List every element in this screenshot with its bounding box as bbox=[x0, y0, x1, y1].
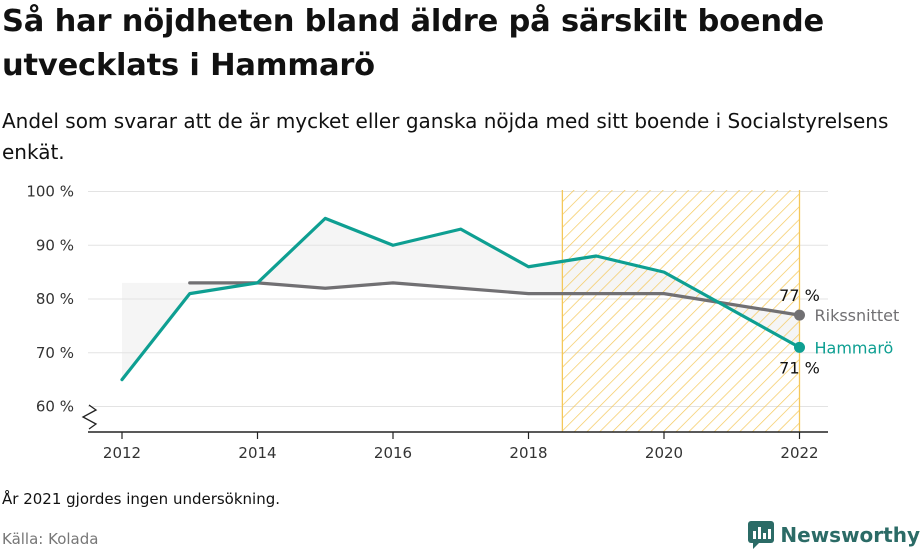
x-tick-label: 2016 bbox=[374, 444, 412, 462]
highlight-period bbox=[561, 190, 801, 432]
x-tick-label: 2020 bbox=[645, 444, 683, 462]
highlight-hatch bbox=[562, 190, 800, 432]
brand-logo: Newsworthy bbox=[747, 520, 920, 550]
x-tick-label: 2012 bbox=[103, 444, 141, 462]
axes: 60 % 70 % 80 % 90 % 100 % 2012 2014 2016 2018 202… bbox=[26, 183, 828, 462]
chart-subtitle: Andel som svarar att de är mycket eller … bbox=[2, 109, 889, 164]
chart-title: Så har nöjdheten bland äldre på särskilt… bbox=[2, 4, 824, 83]
line-chart: 60 % 70 % 80 % 90 % 100 % 2012 2014 2016 2018 202… bbox=[26, 183, 899, 463]
end-value-label-hammaro: 71 % bbox=[779, 358, 820, 377]
series-line-hammaro bbox=[120, 216, 802, 382]
difference-band-area bbox=[122, 218, 800, 380]
y-tick-label: 100 % bbox=[26, 183, 74, 201]
end-point-rikssnittet bbox=[794, 309, 805, 321]
end-point-hammaro bbox=[794, 341, 805, 353]
series-line-rikssnittet bbox=[188, 281, 802, 317]
series-name-hammaro: Hammarö bbox=[815, 338, 894, 357]
y-tick-label: 80 % bbox=[36, 290, 74, 308]
brand-name: Newsworthy bbox=[780, 523, 920, 547]
chart-speech-bubble-icon bbox=[748, 521, 775, 549]
series-lines bbox=[120, 216, 805, 382]
series-name-rikssnittet: Rikssnittet bbox=[815, 306, 900, 325]
axis-break-icon bbox=[81, 404, 98, 430]
x-tick-label: 2014 bbox=[238, 444, 276, 462]
difference-band bbox=[122, 218, 800, 380]
y-tick-label: 60 % bbox=[36, 398, 74, 416]
x-tick-label: 2022 bbox=[780, 444, 818, 462]
y-tick-label: 70 % bbox=[36, 344, 74, 362]
source-credit: Källa: Kolada bbox=[2, 530, 99, 548]
y-tick-label: 90 % bbox=[36, 236, 74, 254]
footnote: År 2021 gjordes ingen undersökning. bbox=[2, 490, 281, 508]
x-tick-label: 2018 bbox=[509, 444, 547, 462]
end-value-label-rikssnittet: 77 % bbox=[779, 286, 820, 305]
